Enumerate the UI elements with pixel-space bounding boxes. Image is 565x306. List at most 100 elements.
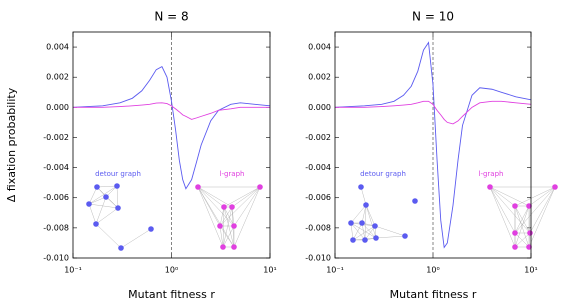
y-tick-label: -0.010 bbox=[43, 254, 69, 263]
network-edge bbox=[219, 225, 235, 248]
network-node bbox=[148, 226, 154, 232]
network-edge bbox=[95, 223, 122, 249]
network-node bbox=[402, 233, 408, 239]
network-edge bbox=[231, 186, 261, 208]
plot-frame bbox=[334, 31, 532, 259]
network-edge bbox=[88, 196, 107, 205]
network-edge bbox=[197, 186, 233, 208]
network-edge bbox=[489, 186, 516, 234]
network-edge bbox=[219, 206, 225, 227]
network-edge bbox=[88, 185, 118, 205]
panel: N = 8 Mutant fitness r 0.004 0.002 0.000 -0.0… bbox=[43, 10, 276, 302]
network-node bbox=[217, 223, 223, 229]
network-edge bbox=[223, 186, 261, 208]
network-edge bbox=[361, 222, 366, 241]
network-node bbox=[350, 237, 356, 243]
network-edge bbox=[96, 185, 118, 188]
network-edge bbox=[223, 206, 235, 227]
network-edge bbox=[350, 222, 366, 241]
network-edge bbox=[529, 186, 556, 234]
network-node bbox=[358, 184, 364, 190]
y-tick-label: -0.008 bbox=[305, 223, 331, 232]
network-node bbox=[512, 203, 518, 209]
x-tick-label: 10⁻¹ bbox=[326, 266, 344, 275]
network-edge bbox=[352, 225, 376, 241]
network-edge bbox=[489, 186, 516, 207]
network-edge bbox=[197, 186, 221, 227]
annotation: l-graph bbox=[479, 170, 504, 178]
y-tick-label: -0.010 bbox=[305, 254, 331, 263]
network-node bbox=[195, 184, 201, 190]
plot-frame bbox=[72, 31, 271, 259]
network-edge bbox=[95, 196, 107, 225]
network-node bbox=[118, 245, 124, 251]
network-node bbox=[363, 202, 369, 208]
network-edge bbox=[197, 186, 224, 248]
network-node bbox=[373, 235, 379, 241]
network-edge bbox=[514, 232, 530, 248]
network-edge bbox=[364, 204, 367, 241]
network-node bbox=[512, 230, 518, 236]
network-edge bbox=[514, 205, 531, 234]
network-edge bbox=[233, 186, 261, 227]
network-node bbox=[115, 205, 121, 211]
annotation: detour graph bbox=[360, 170, 406, 178]
network-node bbox=[103, 194, 109, 200]
y-tick-label: -0.004 bbox=[43, 163, 69, 172]
y-tick-label: 0.004 bbox=[46, 43, 69, 52]
network-node bbox=[372, 223, 378, 229]
network-edge bbox=[95, 207, 119, 225]
network-node bbox=[94, 184, 100, 190]
network-edge bbox=[374, 225, 406, 237]
network-edge bbox=[489, 186, 516, 248]
network-edge bbox=[197, 186, 235, 248]
network-node bbox=[221, 204, 227, 210]
x-axis-label: Mutant fitness r bbox=[128, 288, 215, 301]
network-node bbox=[552, 184, 558, 190]
y-tick-label: -0.006 bbox=[305, 193, 331, 202]
network-edge bbox=[365, 204, 377, 239]
network-edge bbox=[364, 225, 376, 241]
network-edge bbox=[350, 222, 354, 241]
x-axis-label: Mutant fitness r bbox=[390, 288, 477, 301]
panel: N = 10 Mutant fitness r 0.004 0.002 0.000 -0.… bbox=[305, 10, 558, 301]
network-node bbox=[231, 223, 237, 229]
network-edge bbox=[222, 225, 235, 248]
network-node bbox=[526, 244, 532, 250]
x-tick-label: 10⁰ bbox=[165, 266, 178, 275]
y-tick-label: -0.004 bbox=[305, 163, 331, 172]
network-edge bbox=[489, 186, 531, 234]
network-edge bbox=[219, 186, 261, 227]
network-node bbox=[348, 220, 354, 226]
network-node bbox=[512, 244, 518, 250]
network-edge bbox=[489, 186, 530, 207]
x-tick-label: 10¹ bbox=[263, 266, 276, 275]
network-edge bbox=[361, 222, 377, 239]
network-edge bbox=[352, 222, 363, 241]
network-node bbox=[487, 184, 493, 190]
network-edge bbox=[116, 185, 119, 209]
y-tick-label: 0.000 bbox=[308, 103, 331, 112]
network-edge bbox=[222, 206, 233, 248]
network-node bbox=[231, 244, 237, 250]
network-edge bbox=[514, 186, 556, 207]
network-edge bbox=[88, 203, 97, 225]
network-edge bbox=[528, 186, 556, 248]
y-tick-label: -0.002 bbox=[305, 133, 331, 142]
network-edge bbox=[120, 228, 152, 249]
network-edge bbox=[361, 204, 367, 224]
network-node bbox=[86, 201, 92, 207]
network-node bbox=[93, 221, 99, 227]
y-tick-label: 0.002 bbox=[308, 73, 331, 82]
x-tick-label: 10¹ bbox=[524, 266, 537, 275]
network-node bbox=[526, 203, 532, 209]
panel-title: N = 8 bbox=[154, 10, 188, 24]
series-line bbox=[335, 100, 532, 125]
network-edge bbox=[219, 225, 224, 248]
network-node bbox=[362, 237, 368, 243]
network-node bbox=[527, 230, 533, 236]
network-edge bbox=[233, 186, 261, 248]
network-edge bbox=[360, 186, 367, 206]
y-tick-label: -0.002 bbox=[43, 133, 69, 142]
x-tick-label: 10⁰ bbox=[426, 266, 439, 275]
